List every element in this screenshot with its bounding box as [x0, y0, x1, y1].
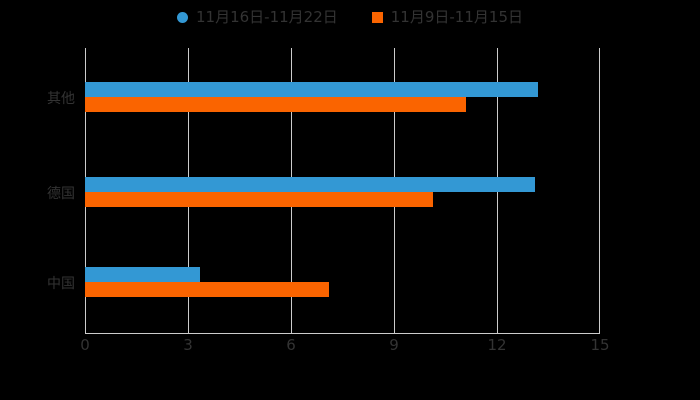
x-tick-label: 6	[286, 336, 296, 354]
legend-label: 11月9日-11月15日	[390, 8, 523, 26]
legend-item[interactable]: 11月16日-11月22日	[177, 6, 338, 28]
bar[interactable]	[85, 97, 467, 112]
legend-label: 11月16日-11月22日	[196, 8, 338, 26]
chart-legend: 11月16日-11月22日 11月9日-11月15日	[0, 6, 700, 28]
plot-area	[85, 48, 600, 334]
y-axis-tick-labels: 其他 德国 中国	[0, 48, 75, 333]
x-axis-line	[85, 333, 600, 334]
bar[interactable]	[85, 282, 329, 297]
x-tick-label: 9	[389, 336, 399, 354]
bar[interactable]	[85, 192, 434, 207]
bar[interactable]	[85, 267, 201, 282]
legend-item[interactable]: 11月9日-11月15日	[371, 6, 523, 28]
y-tick-label: 中国	[47, 276, 75, 292]
x-axis-tick-labels: 0 3 6 9 12 15	[80, 336, 609, 360]
x-tick-label: 15	[590, 336, 610, 354]
gridline	[599, 48, 600, 333]
y-tick-label: 其他	[47, 91, 75, 107]
legend-square-icon	[371, 11, 383, 23]
x-tick-label: 12	[487, 336, 507, 354]
x-tick-label: 3	[183, 336, 193, 354]
legend-dot-icon	[177, 11, 188, 23]
x-tick-label: 0	[80, 336, 90, 354]
bar[interactable]	[85, 177, 535, 192]
bar[interactable]	[85, 82, 539, 97]
y-tick-label: 德国	[47, 186, 75, 202]
